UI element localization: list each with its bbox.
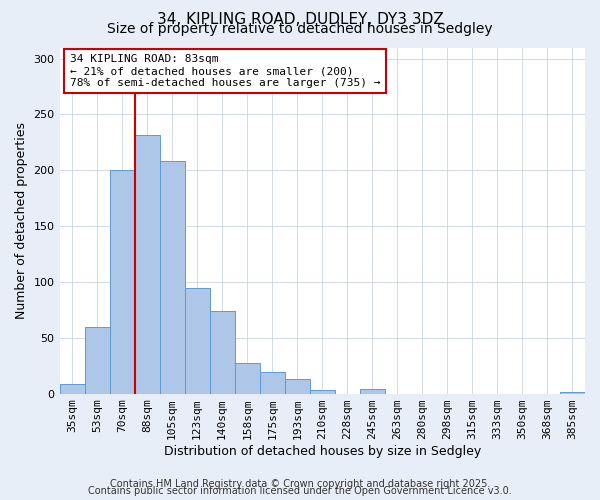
X-axis label: Distribution of detached houses by size in Sedgley: Distribution of detached houses by size … (164, 444, 481, 458)
Bar (110, 170, 134, 394)
Bar (209, 311, 235, 394)
Bar (310, 390, 335, 394)
Text: 34, KIPLING ROAD, DUDLEY, DY3 3DZ: 34, KIPLING ROAD, DUDLEY, DY3 3DZ (157, 12, 443, 28)
Text: Contains public sector information licensed under the Open Government Licence v3: Contains public sector information licen… (88, 486, 512, 496)
Bar (160, 162, 185, 394)
Y-axis label: Number of detached properties: Number of detached properties (15, 122, 28, 319)
Text: 34 KIPLING ROAD: 83sqm
← 21% of detached houses are smaller (200)
78% of semi-de: 34 KIPLING ROAD: 83sqm ← 21% of detached… (70, 54, 380, 88)
Bar (85, 326, 110, 394)
Bar (260, 372, 285, 394)
Bar (360, 389, 385, 394)
Bar (285, 379, 310, 394)
Bar (134, 134, 160, 394)
Bar (235, 364, 260, 394)
Text: Contains HM Land Registry data © Crown copyright and database right 2025.: Contains HM Land Registry data © Crown c… (110, 479, 490, 489)
Bar (59, 384, 85, 394)
Bar (560, 392, 585, 394)
Bar (185, 288, 209, 394)
Text: Size of property relative to detached houses in Sedgley: Size of property relative to detached ho… (107, 22, 493, 36)
